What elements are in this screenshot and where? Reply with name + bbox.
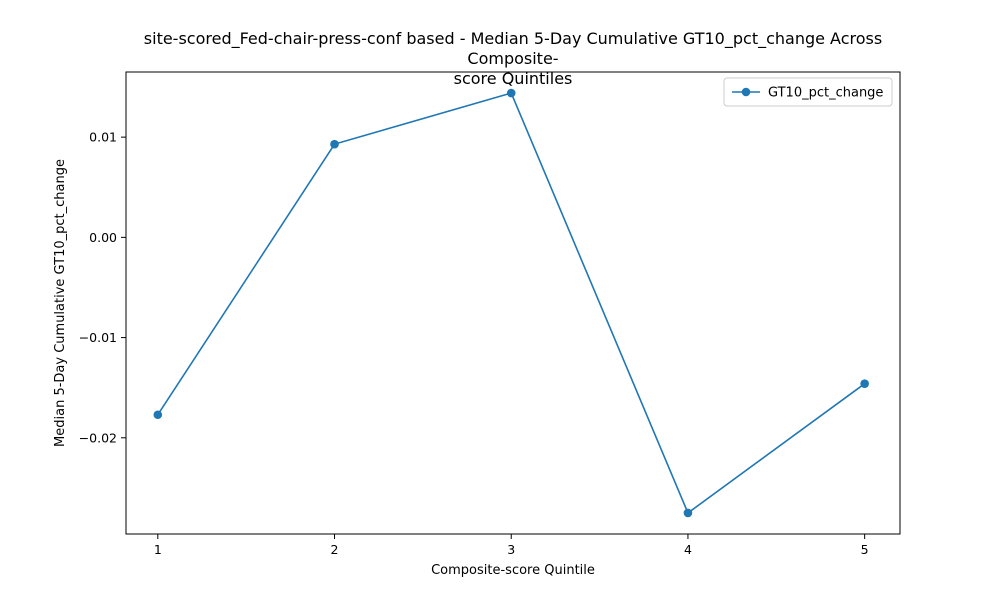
x-tick-label: 2 <box>331 542 339 557</box>
x-tick-label: 5 <box>861 542 869 557</box>
series-layer <box>153 88 869 518</box>
y-tick-label: 0.00 <box>89 230 117 245</box>
chart-title: site-scored_Fed-chair-press-conf based -… <box>126 29 900 89</box>
chart-title-line-1: site-scored_Fed-chair-press-conf based -… <box>143 29 883 68</box>
y-tick-label: −0.02 <box>79 430 117 445</box>
series-line <box>157 92 866 515</box>
x-tick-label: 4 <box>684 542 692 557</box>
y-tick-label: 0.01 <box>89 130 117 145</box>
legend-marker <box>741 87 751 97</box>
x-axis-ticks: 1 2 3 4 5 <box>154 534 869 557</box>
legend-box <box>723 77 893 107</box>
y-axis-label: Median 5-Day Cumulative GT10_pct_change <box>53 159 68 447</box>
x-tick-label: 3 <box>507 542 515 557</box>
data-point <box>506 88 516 98</box>
plot-frame <box>125 71 901 535</box>
data-point <box>683 508 693 518</box>
y-axis-ticks: −0.02 −0.01 0.00 0.01 <box>79 130 126 445</box>
data-point <box>153 410 163 420</box>
x-axis-label: Composite-score Quintile <box>431 563 595 578</box>
legend: GT10_pct_change <box>723 77 893 107</box>
chart-title-line-2: score Quintiles <box>453 69 573 88</box>
data-point <box>330 139 339 149</box>
legend-label: GT10_pct_change <box>768 86 883 101</box>
y-tick-label: −0.01 <box>79 330 117 345</box>
x-tick-label: 1 <box>154 542 162 557</box>
data-point <box>860 379 869 388</box>
